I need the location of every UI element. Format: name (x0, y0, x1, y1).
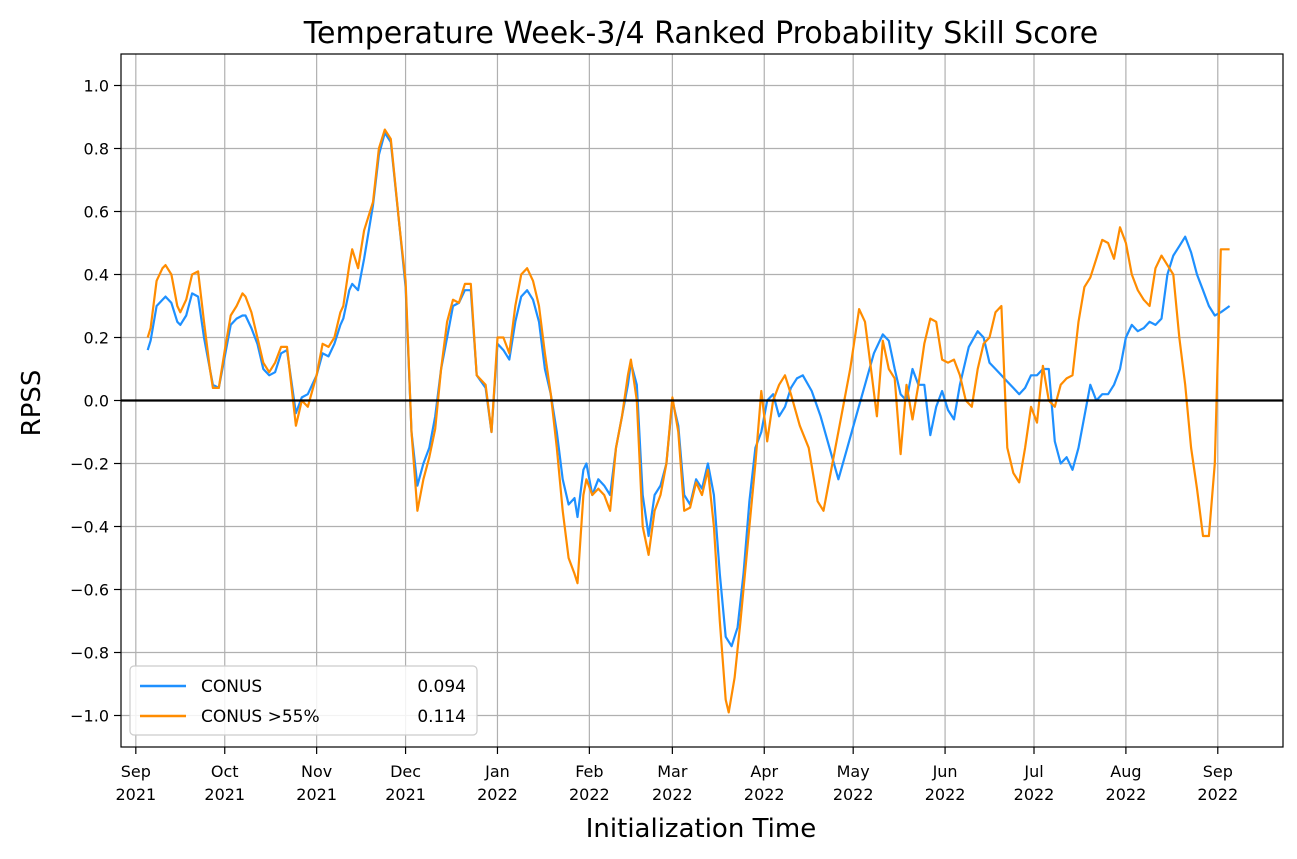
x-tick-year: 2022 (1014, 785, 1055, 804)
series-layer (121, 128, 1283, 714)
y-tick-label: 0.2 (84, 329, 109, 348)
x-tick-month: May (837, 762, 870, 781)
series-line-conus-55 (146, 128, 1230, 714)
x-axis-label: Initialization Time (586, 814, 816, 844)
x-tick-year: 2022 (744, 785, 785, 804)
x-tick-month: Jan (484, 762, 510, 781)
chart-title: Temperature Week-3/4 Ranked Probability … (303, 16, 1098, 51)
x-tick-year: 2022 (925, 785, 966, 804)
y-axis-label: RPSS (17, 370, 47, 437)
x-tick-month: Nov (301, 762, 332, 781)
x-tick-year: 2022 (652, 785, 693, 804)
y-tick-label: −0.2 (70, 455, 109, 474)
x-tick-year: 2021 (204, 785, 245, 804)
x-tick-month: Mar (657, 762, 688, 781)
y-tick-label: −0.4 (70, 518, 109, 537)
series-line-conus (146, 131, 1231, 648)
x-tick-year: 2022 (477, 785, 518, 804)
legend-value: 0.094 (417, 677, 466, 697)
y-tick-label: 1.0 (84, 77, 109, 96)
x-tick-year: 2022 (569, 785, 610, 804)
x-tick-year: 2022 (1197, 785, 1238, 804)
plot-frame (120, 53, 1284, 748)
x-tick-month: Sep (1203, 762, 1233, 781)
x-tick-year: 2022 (833, 785, 874, 804)
y-tick-label: −1.0 (70, 707, 109, 726)
x-tick-month: Oct (211, 762, 239, 781)
x-tick-month: Jun (932, 762, 958, 781)
x-tick-year: 2021 (115, 785, 156, 804)
x-tick-month: Apr (750, 762, 778, 781)
x-tick-month: Dec (390, 762, 421, 781)
x-tick-month: Jul (1023, 762, 1043, 781)
legend-label: CONUS >55% (201, 707, 320, 727)
x-tick-year: 2022 (1106, 785, 1147, 804)
y-tick-label: −0.6 (70, 581, 109, 600)
y-tick-label: 0.6 (84, 203, 109, 222)
x-axis: Sep 2021 Oct 2021 Nov 2021 Dec 2021 Jan 2022 Feb 20… (115, 747, 1238, 804)
legend-box (129, 665, 478, 736)
x-tick-month: Sep (121, 762, 151, 781)
y-tick-label: 0.4 (84, 266, 109, 285)
y-tick-label: 0.8 (84, 140, 109, 159)
x-tick-month: Aug (1110, 762, 1141, 781)
x-tick-year: 2021 (296, 785, 337, 804)
y-tick-label: −0.8 (70, 644, 109, 663)
x-tick-year: 2021 (385, 785, 426, 804)
y-axis: 1.0 0.8 0.6 0.4 0.2 0.0 −0.2 −0.4 −0.6 −0.8 −1.0 (70, 77, 121, 726)
legend: CONUS 0.094 CONUS >55% 0.114 (129, 665, 478, 736)
y-tick-label: 0.0 (84, 392, 109, 411)
legend-label: CONUS (201, 677, 262, 697)
x-tick-month: Feb (575, 762, 603, 781)
legend-value: 0.114 (417, 707, 466, 727)
